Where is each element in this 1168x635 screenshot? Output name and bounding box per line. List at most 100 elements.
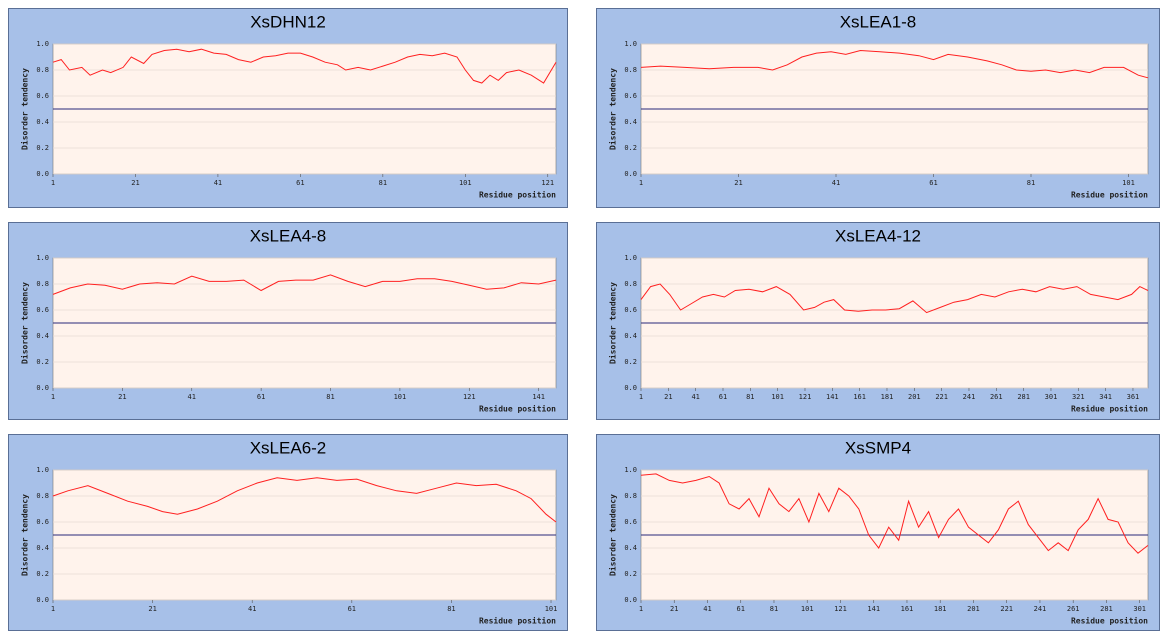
x-tick-label: 301 xyxy=(1133,605,1146,613)
y-tick-label: 0.6 xyxy=(624,306,637,314)
x-tick-label: 41 xyxy=(691,393,699,401)
x-tick-label: 201 xyxy=(908,393,921,401)
y-tick-label: 0.2 xyxy=(624,144,637,152)
y-tick-label: 0.2 xyxy=(624,358,637,366)
x-axis-label: Residue position xyxy=(479,616,556,626)
y-tick-label: 0.8 xyxy=(624,492,637,500)
disorder-line xyxy=(640,283,1149,314)
x-tick-label: 61 xyxy=(348,605,356,613)
x-tick-label: 141 xyxy=(532,393,545,401)
y-axis-label: Disorder tendency xyxy=(608,68,618,150)
x-tick-label: 1 xyxy=(639,605,643,613)
x-tick-label: 81 xyxy=(746,393,754,401)
y-tick-label: 0.8 xyxy=(624,66,637,74)
x-axis-label: Residue position xyxy=(479,190,556,200)
x-tick-label: 101 xyxy=(771,393,784,401)
panel: XsLEA4-80.00.20.40.60.81.01 21 41 61 81 101 12… xyxy=(8,222,568,420)
x-tick-label: 301 xyxy=(1045,393,1058,401)
x-tick-label: 101 xyxy=(459,179,472,187)
y-tick-label: 1.0 xyxy=(624,40,637,48)
disorder-line xyxy=(640,49,1149,79)
x-tick-label: 41 xyxy=(188,393,196,401)
y-tick-label: 1.0 xyxy=(624,254,637,262)
y-tick-label: 0.8 xyxy=(36,280,49,288)
x-axis-label: Residue position xyxy=(1071,616,1148,626)
x-tick-label: 61 xyxy=(719,393,727,401)
y-tick-label: 0.8 xyxy=(36,492,49,500)
x-tick-label: 181 xyxy=(881,393,894,401)
x-tick-label: 261 xyxy=(990,393,1003,401)
y-tick-label: 0.6 xyxy=(624,92,637,100)
x-tick-label: 81 xyxy=(379,179,387,187)
x-tick-label: 41 xyxy=(248,605,256,613)
x-tick-label: 161 xyxy=(901,605,914,613)
x-tick-label: 241 xyxy=(1034,605,1047,613)
chart-title: XsSMP4 xyxy=(845,438,911,457)
x-tick-label: 101 xyxy=(394,393,407,401)
y-tick-label: 0.2 xyxy=(36,144,49,152)
x-tick-label: 241 xyxy=(963,393,976,401)
x-tick-label: 21 xyxy=(670,605,678,613)
disorder-line xyxy=(52,274,557,295)
y-tick-label: 0.0 xyxy=(36,170,49,178)
x-tick-label: 101 xyxy=(545,605,558,613)
y-tick-label: 0.6 xyxy=(36,518,49,526)
chart-title: XsLEA6-2 xyxy=(250,438,327,457)
y-tick-label: 0.6 xyxy=(36,306,49,314)
x-tick-label: 21 xyxy=(148,605,156,613)
y-tick-label: 1.0 xyxy=(36,254,49,262)
x-axis-label: Residue position xyxy=(1071,404,1148,414)
x-tick-label: 121 xyxy=(834,605,847,613)
panel: XsLEA4-120.00.20.40.60.81.01 21 41 61 81 101 1… xyxy=(596,222,1160,420)
disorder-line xyxy=(52,48,557,84)
x-tick-label: 341 xyxy=(1099,393,1112,401)
y-tick-label: 0.0 xyxy=(624,596,637,604)
disorder-line xyxy=(52,477,557,523)
y-tick-label: 1.0 xyxy=(36,40,49,48)
y-tick-label: 0.8 xyxy=(624,280,637,288)
x-tick-label: 81 xyxy=(326,393,334,401)
x-tick-label: 221 xyxy=(1000,605,1013,613)
y-tick-label: 1.0 xyxy=(624,466,637,474)
y-axis-label: Disorder tendency xyxy=(20,494,30,576)
chart-title: XsLEA4-12 xyxy=(835,226,921,245)
y-tick-label: 0.6 xyxy=(624,518,637,526)
x-axis-label: Residue position xyxy=(1071,190,1148,200)
x-tick-label: 221 xyxy=(935,393,948,401)
x-tick-label: 281 xyxy=(1017,393,1030,401)
y-tick-label: 0.0 xyxy=(36,596,49,604)
x-tick-label: 61 xyxy=(737,605,745,613)
x-tick-label: 101 xyxy=(801,605,814,613)
chart-title: XsDHN12 xyxy=(250,12,326,31)
y-tick-label: 0.4 xyxy=(36,544,49,552)
x-tick-label: 81 xyxy=(447,605,455,613)
x-tick-label: 1 xyxy=(51,179,55,187)
x-tick-label: 121 xyxy=(463,393,476,401)
y-tick-label: 0.0 xyxy=(624,170,637,178)
x-tick-label: 21 xyxy=(131,179,139,187)
x-tick-label: 141 xyxy=(826,393,839,401)
x-tick-label: 101 xyxy=(1122,179,1135,187)
x-tick-label: 1 xyxy=(639,393,643,401)
y-tick-label: 0.8 xyxy=(36,66,49,74)
x-tick-label: 181 xyxy=(934,605,947,613)
x-tick-label: 141 xyxy=(867,605,880,613)
y-tick-label: 0.4 xyxy=(624,118,637,126)
y-tick-label: 0.0 xyxy=(36,384,49,392)
y-tick-label: 0.2 xyxy=(36,358,49,366)
x-tick-label: 201 xyxy=(967,605,980,613)
y-tick-label: 0.2 xyxy=(36,570,49,578)
y-tick-label: 1.0 xyxy=(36,466,49,474)
x-tick-label: 261 xyxy=(1067,605,1080,613)
y-axis-label: Disorder tendency xyxy=(608,494,618,576)
y-tick-label: 0.4 xyxy=(624,332,637,340)
panel: XsLEA1-8 0.0 0.2 0.4 0.6 0.8 1.0 1 21 41 61 81 101 Di… xyxy=(596,8,1160,208)
x-tick-label: 41 xyxy=(214,179,222,187)
x-axis-label: Residue position xyxy=(479,404,556,414)
x-tick-label: 21 xyxy=(734,179,742,187)
x-tick-label: 61 xyxy=(929,179,937,187)
x-tick-label: 121 xyxy=(799,393,812,401)
